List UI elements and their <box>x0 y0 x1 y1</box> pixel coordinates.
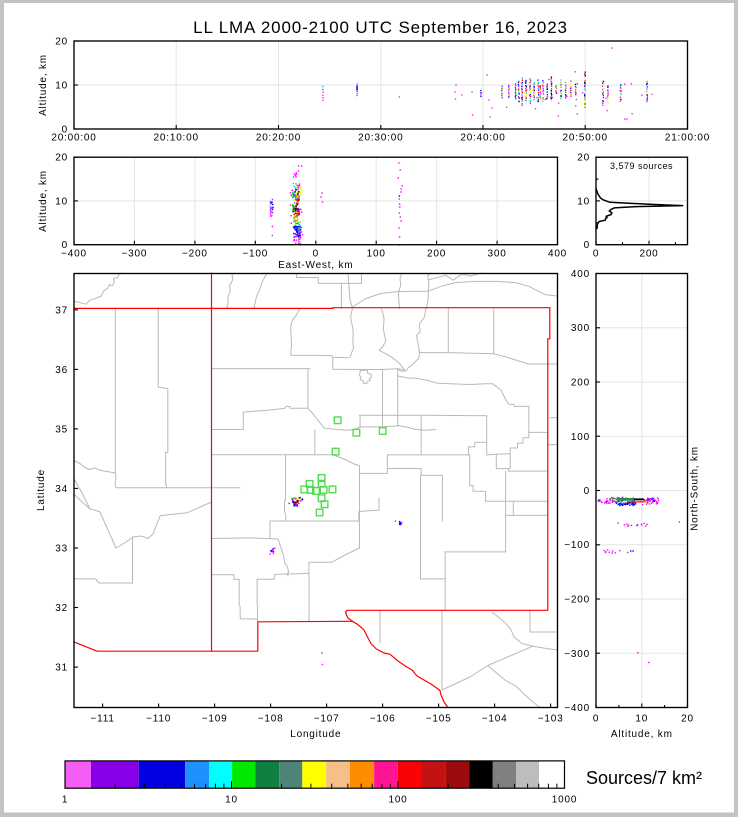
svg-text:20:00:00: 20:00:00 <box>51 133 96 144</box>
svg-text:400: 400 <box>548 248 567 259</box>
svg-text:20:20:00: 20:20:00 <box>256 133 301 144</box>
svg-text:0: 0 <box>584 240 590 251</box>
svg-text:20:40:00: 20:40:00 <box>460 133 505 144</box>
svg-text:1: 1 <box>62 794 68 805</box>
svg-text:32: 32 <box>55 603 68 614</box>
svg-text:−400: −400 <box>61 248 87 259</box>
svg-text:−100: −100 <box>564 540 590 551</box>
svg-text:400: 400 <box>571 269 590 280</box>
svg-text:31: 31 <box>55 663 68 674</box>
svg-text:0: 0 <box>62 125 68 136</box>
svg-text:200: 200 <box>639 248 658 259</box>
svg-text:North-South, km: North-South, km <box>690 446 701 531</box>
svg-text:−104: −104 <box>482 714 508 725</box>
svg-text:100: 100 <box>571 432 590 443</box>
svg-text:300: 300 <box>571 323 590 334</box>
svg-text:200: 200 <box>571 378 590 389</box>
svg-text:Altitude, km: Altitude, km <box>38 170 49 232</box>
svg-text:East-West, km: East-West, km <box>278 260 353 271</box>
svg-text:20:30:00: 20:30:00 <box>358 133 403 144</box>
svg-text:300: 300 <box>488 248 507 259</box>
svg-text:10: 10 <box>55 196 68 207</box>
svg-text:0: 0 <box>62 240 68 251</box>
svg-text:100: 100 <box>367 248 386 259</box>
svg-text:3,579 sources: 3,579 sources <box>610 161 673 171</box>
svg-text:20: 20 <box>681 714 694 725</box>
svg-text:−109: −109 <box>202 714 228 725</box>
svg-text:21:00:00: 21:00:00 <box>665 133 710 144</box>
svg-text:200: 200 <box>427 248 446 259</box>
svg-text:33: 33 <box>55 544 68 555</box>
svg-text:−300: −300 <box>122 248 148 259</box>
svg-text:20: 20 <box>55 153 68 164</box>
svg-text:−108: −108 <box>258 714 284 725</box>
svg-text:Sources/7 km²: Sources/7 km² <box>586 768 702 788</box>
svg-text:35: 35 <box>55 424 68 435</box>
svg-text:−106: −106 <box>370 714 396 725</box>
svg-text:20:50:00: 20:50:00 <box>563 133 608 144</box>
svg-text:−103: −103 <box>538 714 564 725</box>
svg-text:−200: −200 <box>182 248 208 259</box>
svg-text:−110: −110 <box>146 714 171 725</box>
svg-text:−107: −107 <box>314 714 340 725</box>
svg-text:Altitude, km: Altitude, km <box>611 729 673 740</box>
svg-text:−200: −200 <box>564 595 590 606</box>
svg-text:0: 0 <box>593 248 599 259</box>
svg-text:10: 10 <box>577 196 590 207</box>
svg-text:1000: 1000 <box>552 794 577 805</box>
svg-text:10: 10 <box>55 81 68 92</box>
svg-text:20:10:00: 20:10:00 <box>154 133 199 144</box>
svg-text:100: 100 <box>388 794 407 805</box>
svg-text:−300: −300 <box>564 649 590 660</box>
svg-text:0: 0 <box>584 486 590 497</box>
svg-text:20: 20 <box>55 37 68 48</box>
svg-text:−111: −111 <box>90 714 114 725</box>
svg-text:Latitude: Latitude <box>36 469 47 511</box>
svg-text:Altitude, km: Altitude, km <box>38 54 49 116</box>
svg-text:37: 37 <box>55 305 68 316</box>
svg-text:0: 0 <box>593 714 599 725</box>
svg-text:10: 10 <box>635 714 648 725</box>
svg-text:−400: −400 <box>564 703 590 714</box>
svg-text:34: 34 <box>55 484 68 495</box>
svg-text:−105: −105 <box>426 714 452 725</box>
svg-text:10: 10 <box>225 794 238 805</box>
svg-text:36: 36 <box>55 365 68 376</box>
svg-text:LL LMA 2000-2100 UTC September: LL LMA 2000-2100 UTC September 16, 2023 <box>193 18 568 37</box>
svg-text:−100: −100 <box>242 248 268 259</box>
svg-text:Longitude: Longitude <box>290 729 341 740</box>
svg-text:20: 20 <box>577 153 590 164</box>
svg-text:0: 0 <box>313 248 319 259</box>
